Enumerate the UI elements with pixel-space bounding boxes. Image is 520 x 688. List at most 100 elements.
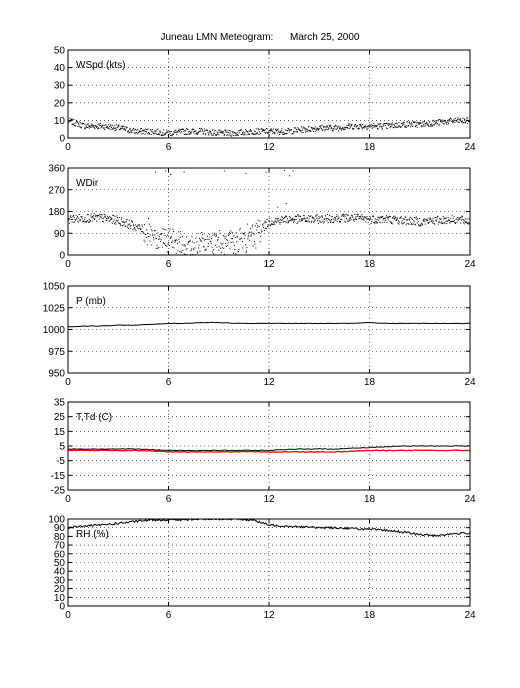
data-point bbox=[190, 132, 192, 134]
data-point bbox=[234, 237, 236, 239]
data-point bbox=[457, 217, 459, 219]
data-point bbox=[179, 251, 181, 253]
data-point bbox=[175, 252, 177, 254]
data-point bbox=[194, 247, 196, 249]
data-point bbox=[191, 241, 193, 243]
data-point bbox=[413, 221, 415, 223]
data-point bbox=[92, 217, 94, 219]
data-point bbox=[339, 128, 341, 130]
data-point bbox=[402, 124, 404, 126]
x-tick-label: 6 bbox=[166, 610, 172, 621]
data-point bbox=[97, 124, 99, 126]
data-point bbox=[297, 214, 299, 216]
data-point bbox=[167, 243, 169, 245]
data-point bbox=[437, 223, 439, 225]
data-point bbox=[349, 219, 351, 221]
data-point bbox=[150, 226, 152, 228]
data-point bbox=[356, 125, 358, 127]
data-point bbox=[91, 216, 93, 218]
data-point bbox=[324, 130, 326, 132]
data-point bbox=[308, 218, 310, 220]
data-point bbox=[375, 126, 377, 128]
data-point bbox=[406, 222, 408, 224]
data-point bbox=[226, 131, 228, 133]
data-point bbox=[366, 216, 368, 218]
data-point bbox=[436, 220, 438, 222]
data-point bbox=[364, 126, 366, 128]
data-point bbox=[245, 172, 247, 174]
data-point bbox=[85, 124, 87, 126]
data-point bbox=[445, 217, 447, 219]
data-point bbox=[314, 130, 316, 132]
data-point bbox=[136, 133, 138, 135]
data-point bbox=[334, 217, 336, 219]
data-point bbox=[300, 220, 302, 222]
data-point bbox=[76, 121, 78, 123]
data-point bbox=[442, 119, 444, 121]
data-point bbox=[186, 128, 188, 130]
series-line-0 bbox=[68, 519, 470, 538]
data-point bbox=[204, 134, 206, 136]
data-point bbox=[157, 232, 159, 234]
data-point bbox=[185, 133, 187, 135]
data-point bbox=[312, 217, 314, 219]
data-point bbox=[467, 222, 469, 224]
data-point bbox=[306, 218, 308, 220]
data-point bbox=[229, 132, 231, 134]
data-point bbox=[90, 126, 92, 128]
data-point bbox=[427, 223, 429, 225]
data-point bbox=[75, 219, 77, 221]
data-point bbox=[428, 126, 430, 128]
data-point bbox=[128, 131, 130, 133]
data-point bbox=[391, 125, 393, 127]
data-point bbox=[281, 217, 283, 219]
data-point bbox=[190, 248, 192, 250]
data-point bbox=[385, 219, 387, 221]
data-point bbox=[132, 129, 134, 131]
data-point bbox=[86, 126, 88, 128]
data-point bbox=[332, 130, 334, 132]
data-point bbox=[155, 130, 157, 132]
data-point bbox=[270, 223, 272, 225]
data-point bbox=[365, 221, 367, 223]
data-point bbox=[347, 124, 349, 126]
data-point bbox=[327, 222, 329, 224]
data-point bbox=[404, 216, 406, 218]
data-point bbox=[146, 129, 148, 131]
data-point bbox=[152, 129, 154, 131]
data-point bbox=[343, 215, 345, 217]
data-point bbox=[145, 236, 147, 238]
data-point bbox=[459, 217, 461, 219]
data-point bbox=[322, 129, 324, 131]
data-point bbox=[300, 130, 302, 132]
data-point bbox=[357, 214, 359, 216]
data-point bbox=[377, 128, 379, 130]
data-point bbox=[94, 215, 96, 217]
data-point bbox=[451, 120, 453, 122]
data-point bbox=[211, 133, 213, 135]
data-point bbox=[468, 120, 470, 122]
data-point bbox=[367, 222, 369, 224]
data-point bbox=[338, 217, 340, 219]
data-point bbox=[153, 133, 155, 135]
data-point bbox=[95, 125, 97, 127]
data-point bbox=[261, 231, 263, 233]
y-tick-label: 35 bbox=[54, 398, 66, 409]
data-point bbox=[366, 218, 368, 220]
data-point bbox=[452, 218, 454, 220]
data-point bbox=[355, 216, 357, 218]
data-point bbox=[140, 228, 142, 230]
data-point bbox=[269, 225, 271, 227]
data-point bbox=[336, 128, 338, 130]
data-point bbox=[195, 237, 197, 239]
data-point bbox=[437, 120, 439, 122]
data-point bbox=[312, 129, 314, 131]
data-point bbox=[411, 217, 413, 219]
data-point bbox=[130, 228, 132, 230]
data-point bbox=[230, 131, 232, 133]
data-point bbox=[342, 215, 344, 217]
data-point bbox=[247, 238, 249, 240]
data-point bbox=[358, 218, 360, 220]
data-point bbox=[267, 133, 269, 135]
